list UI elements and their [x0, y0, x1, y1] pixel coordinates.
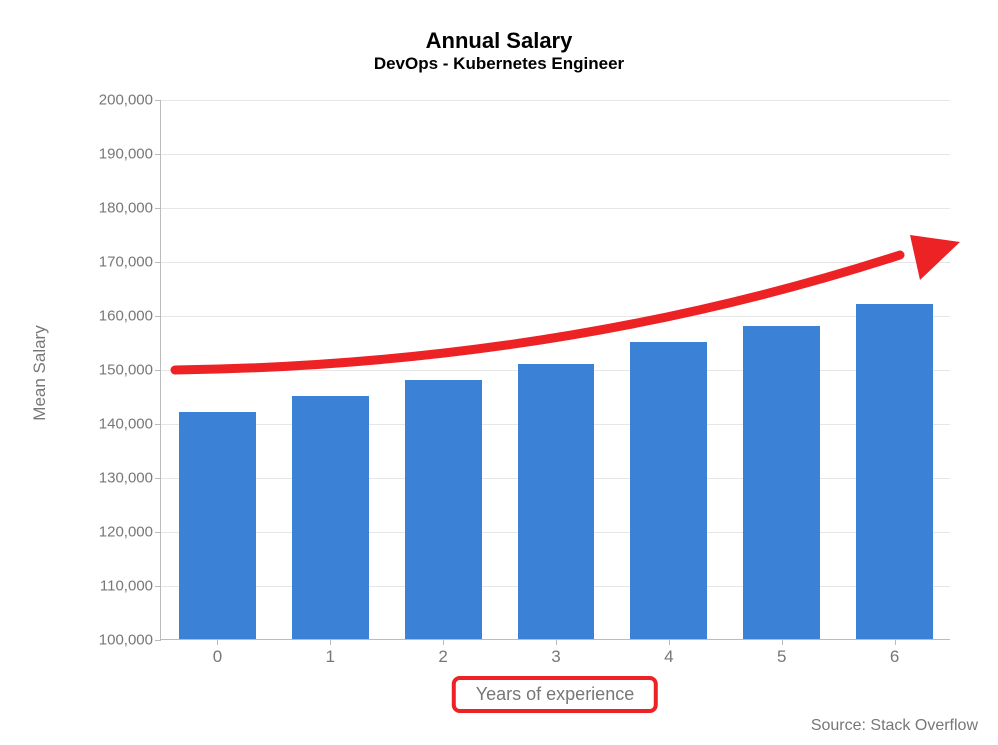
xtick-label: 1 — [326, 639, 335, 667]
bar — [179, 412, 256, 639]
gridline — [161, 100, 950, 101]
gridline — [161, 316, 950, 317]
chart-subtitle: DevOps - Kubernetes Engineer — [0, 54, 998, 74]
ytick-label: 140,000 — [99, 416, 161, 433]
bar — [292, 396, 369, 639]
xtick-label: 4 — [664, 639, 673, 667]
xtick-label: 5 — [777, 639, 786, 667]
ytick-label: 170,000 — [99, 254, 161, 271]
xtick-label: 3 — [551, 639, 560, 667]
ytick-label: 180,000 — [99, 200, 161, 217]
ytick-label: 120,000 — [99, 524, 161, 541]
xtick-label: 2 — [438, 639, 447, 667]
ytick-label: 190,000 — [99, 146, 161, 163]
xtick-label: 0 — [213, 639, 222, 667]
ytick-label: 110,000 — [100, 578, 161, 595]
xtick-label: 6 — [890, 639, 899, 667]
ytick-label: 100,000 — [99, 632, 161, 649]
x-axis-label: Years of experience — [476, 684, 634, 704]
x-axis-label-highlight-box: Years of experience — [452, 676, 658, 713]
gridline — [161, 154, 950, 155]
ytick-label: 200,000 — [99, 92, 161, 109]
bar — [856, 304, 933, 639]
gridline — [161, 208, 950, 209]
bar — [630, 342, 707, 639]
salary-bar-chart: Annual Salary DevOps - Kubernetes Engine… — [0, 0, 998, 745]
bar — [405, 380, 482, 639]
ytick-label: 150,000 — [99, 362, 161, 379]
gridline — [161, 262, 950, 263]
source-attribution: Source: Stack Overflow — [811, 717, 978, 735]
ytick-label: 130,000 — [99, 470, 161, 487]
chart-title: Annual Salary — [0, 28, 998, 54]
y-axis-label: Mean Salary — [30, 325, 50, 420]
ytick-label: 160,000 — [99, 308, 161, 325]
bar — [743, 326, 820, 639]
bar — [518, 364, 595, 639]
plot-area: 100,000110,000120,000130,000140,000150,0… — [160, 100, 950, 640]
